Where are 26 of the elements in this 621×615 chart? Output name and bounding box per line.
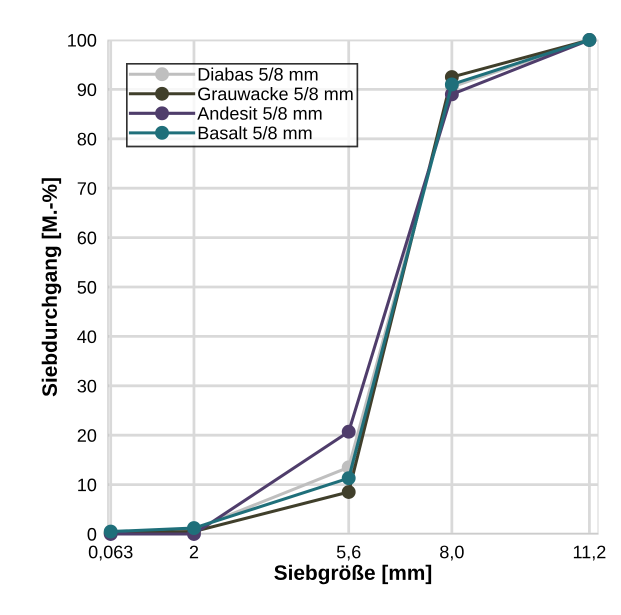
y-tick-label: 80: [78, 132, 96, 146]
y-tick-label: 30: [77, 380, 96, 393]
y-axis-title: Siebdurchgang [M.-%]: [42, 178, 62, 396]
point: [444, 78, 459, 92]
legend-label: Grauwacke 5/8 mm: [198, 87, 353, 100]
x-axis-title: Siebgröße [mm]: [274, 564, 432, 584]
y-tick-label: 90: [78, 83, 96, 96]
legend-label: Andesit 5/8 mm: [197, 106, 322, 120]
y-tick-label: 50: [78, 280, 96, 294]
x-tick-label: 2: [190, 546, 198, 558]
point: [342, 424, 356, 439]
y-tick-label: 70: [78, 182, 96, 195]
x-tick-label: 8,0: [440, 546, 464, 561]
point: [342, 485, 356, 499]
y-tick-label: 10: [78, 478, 96, 492]
y-tick-label: 60: [78, 232, 96, 244]
legend-label: Diabas 5/8 mm: [198, 67, 318, 81]
x-tick-label: 5,6: [336, 546, 360, 561]
point: [342, 471, 356, 486]
y-tick-label: 100: [68, 34, 96, 47]
y-tick-label: 0: [88, 528, 96, 541]
x-tick-label: 11,2: [574, 546, 606, 561]
y-tick-label: 40: [77, 330, 96, 344]
x-tick-label: 0,063: [88, 546, 133, 561]
y-tick-label: 20: [78, 429, 96, 442]
legend-label: Basalt 5/8 mm: [198, 126, 312, 140]
